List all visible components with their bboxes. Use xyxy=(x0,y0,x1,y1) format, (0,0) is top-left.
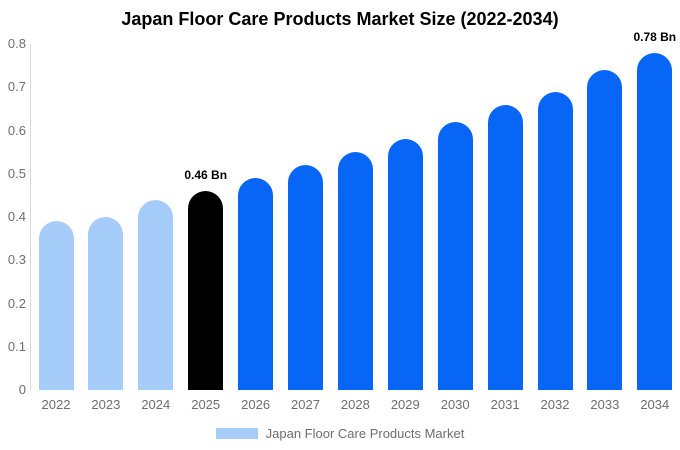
x-tick-label: 2032 xyxy=(540,397,570,412)
bar-2031 xyxy=(487,104,523,390)
y-tick-label: 0.8 xyxy=(7,36,26,51)
y-tick-label: 0.3 xyxy=(7,252,26,268)
y-tick-label: 0.4 xyxy=(7,209,26,224)
x-tick-label: 2023 xyxy=(91,397,121,412)
x-tick-label: 2026 xyxy=(241,397,271,412)
y-axis-line xyxy=(30,44,31,390)
y-tick-label: 0.2 xyxy=(7,295,26,311)
legend-swatch xyxy=(215,428,258,439)
x-tick-label: 2030 xyxy=(440,397,470,412)
x-tick-label: 2029 xyxy=(390,397,420,412)
x-tick-label: 2034 xyxy=(640,397,670,412)
bar-2028 xyxy=(337,152,373,390)
y-tick-label: 0 xyxy=(18,382,26,397)
y-tick-label: 0.5 xyxy=(7,165,26,181)
bar-2034 xyxy=(637,52,673,390)
bar-2032 xyxy=(537,91,573,390)
y-tick-label: 0.1 xyxy=(7,338,26,354)
bar-2030 xyxy=(437,121,473,390)
bar-2022 xyxy=(38,221,74,390)
x-tick-label: 2022 xyxy=(41,397,71,412)
bar-value-label: 0.78 Bn xyxy=(633,29,677,44)
x-tick-label: 2024 xyxy=(141,397,171,412)
bar-2024 xyxy=(138,199,174,390)
bar-2023 xyxy=(88,217,124,390)
bar-2033 xyxy=(587,69,623,390)
x-tick-label: 2033 xyxy=(590,397,620,412)
legend: Japan Floor Care Products Market xyxy=(0,426,680,441)
bar-value-label: 0.46 Bn xyxy=(184,168,228,183)
x-tick-label: 2025 xyxy=(191,397,221,412)
bar-2025 xyxy=(188,191,224,390)
legend-label: Japan Floor Care Products Market xyxy=(265,426,465,441)
bar-2027 xyxy=(288,165,323,390)
y-tick-label: 0.6 xyxy=(7,122,26,138)
bar-2026 xyxy=(238,178,274,390)
x-tick-label: 2028 xyxy=(340,397,370,412)
y-tick-label: 0.7 xyxy=(7,79,26,95)
bar-2029 xyxy=(387,139,423,390)
x-tick-label: 2027 xyxy=(291,397,320,412)
chart-title: Japan Floor Care Products Market Size (2… xyxy=(121,9,559,29)
x-tick-label: 2031 xyxy=(490,397,520,412)
